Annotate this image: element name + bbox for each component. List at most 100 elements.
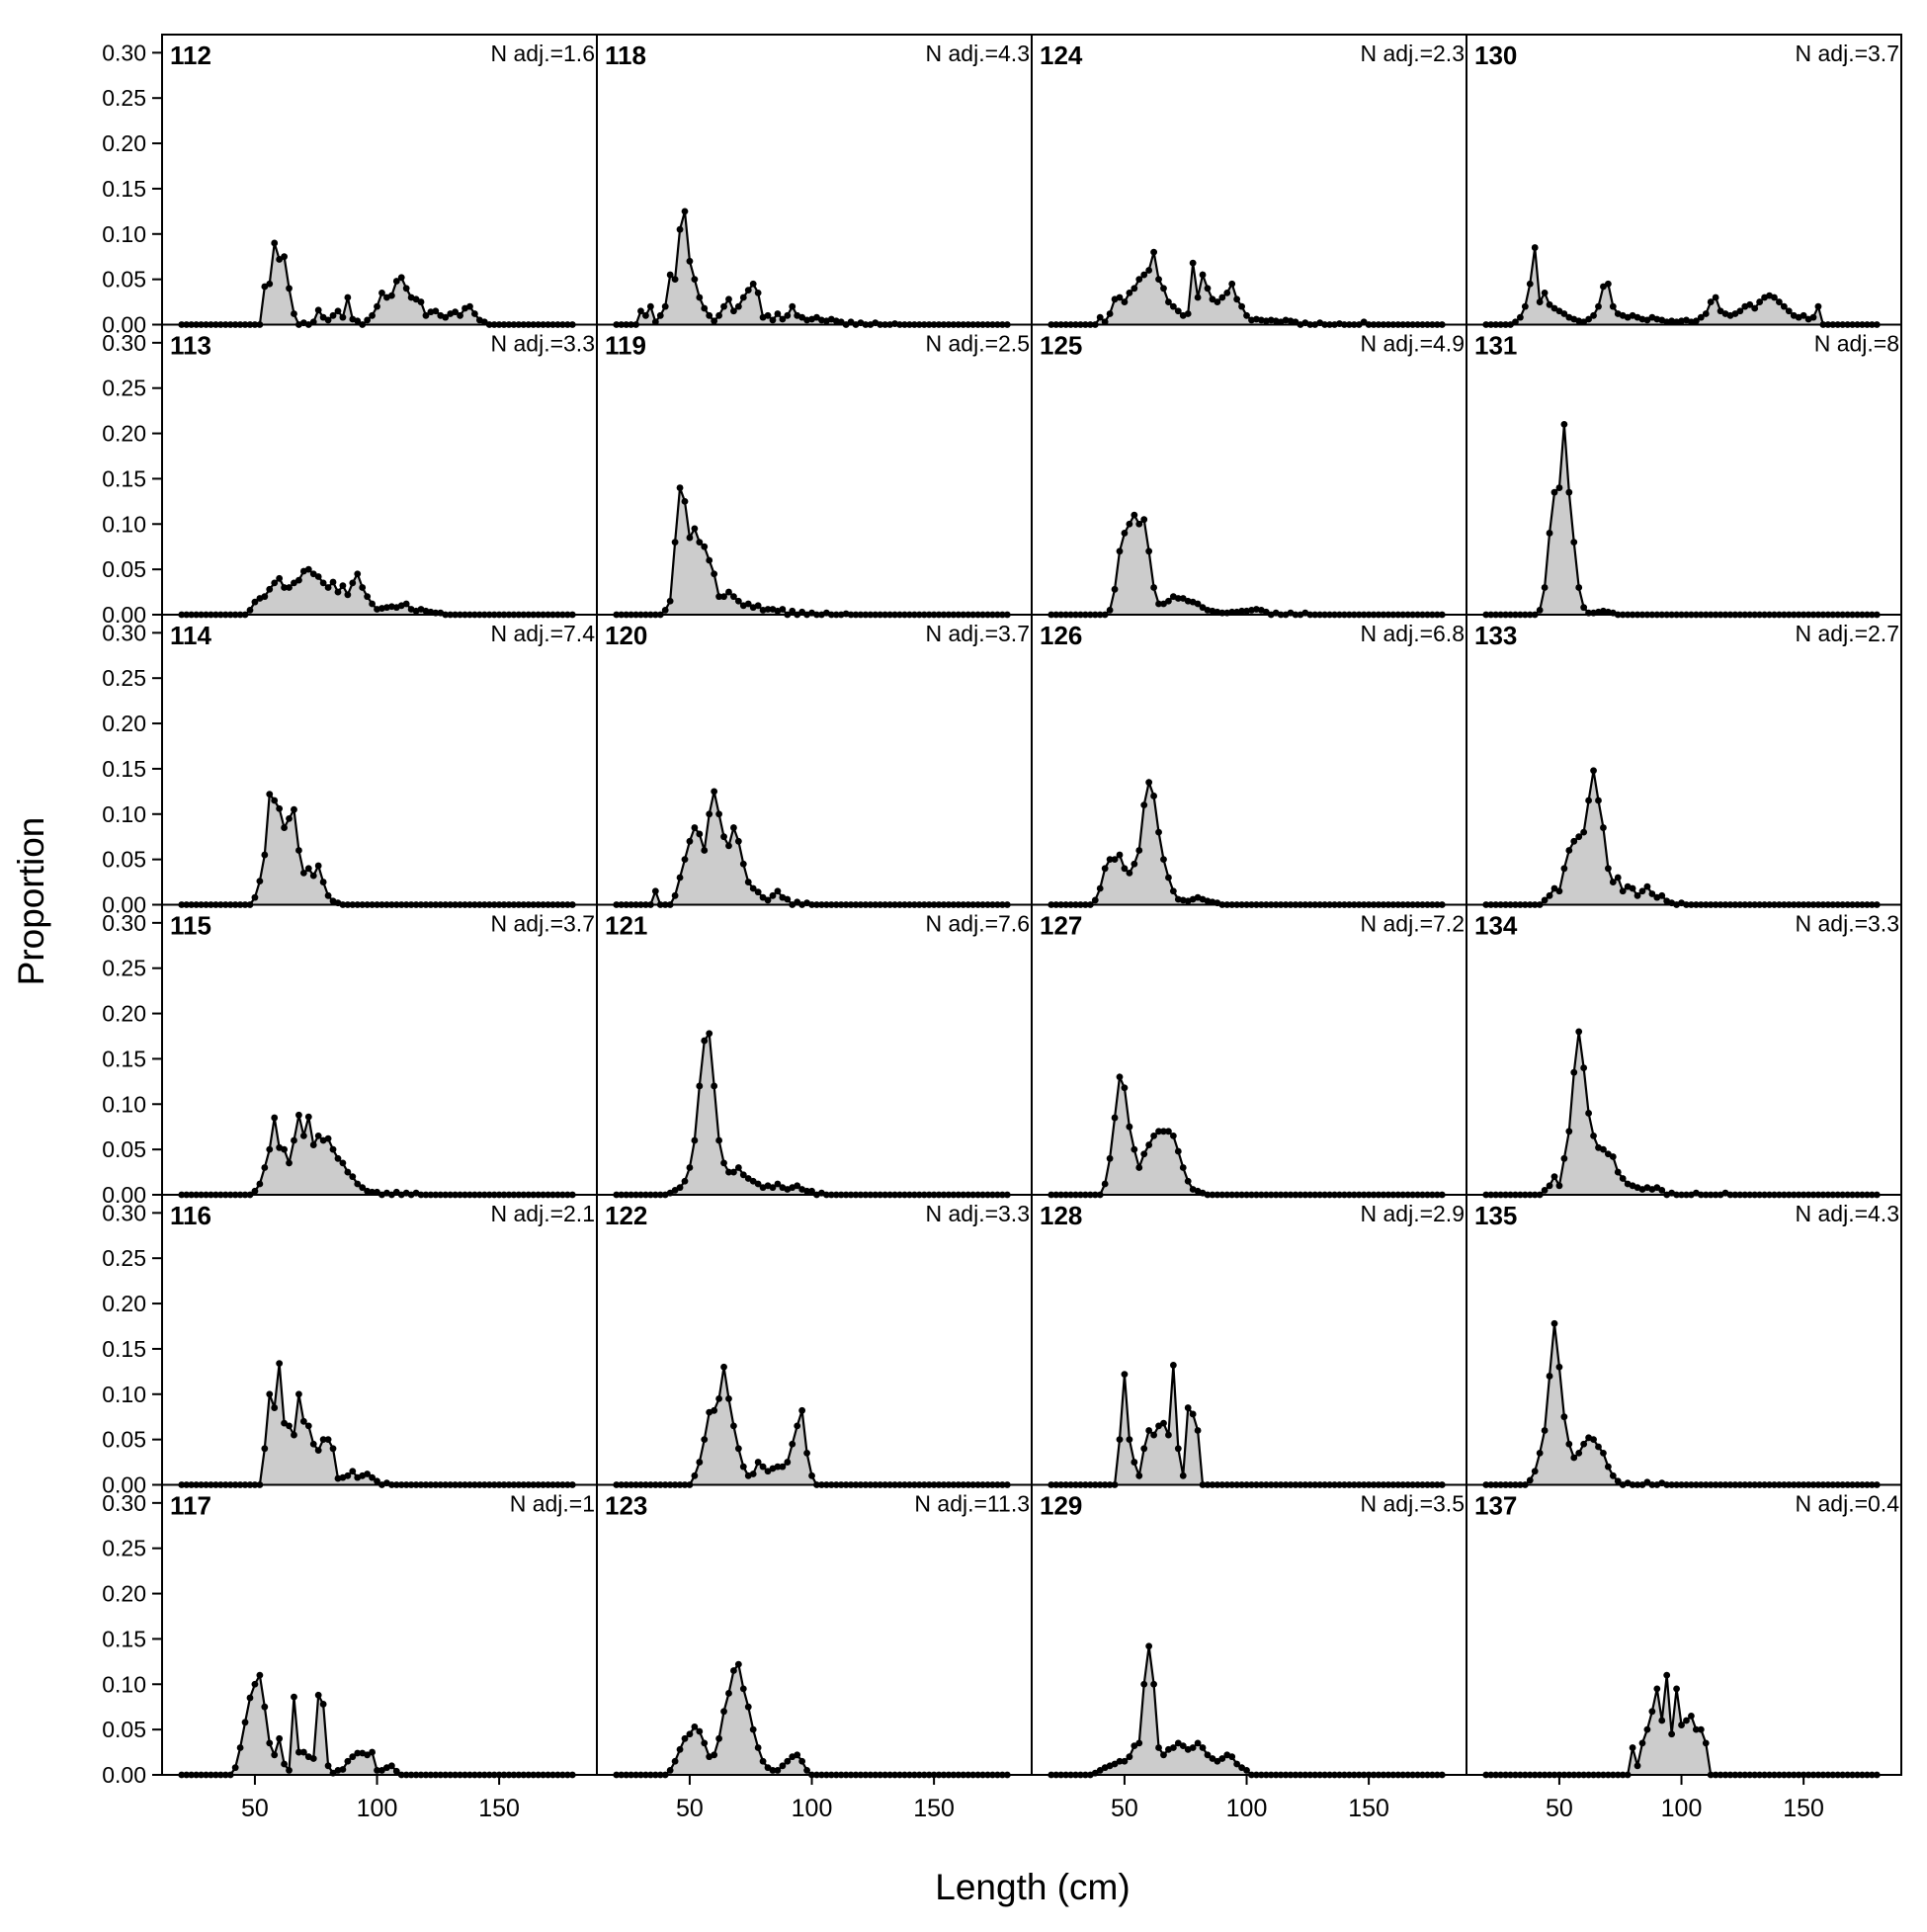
data-point bbox=[1091, 896, 1099, 904]
data-point bbox=[1243, 1767, 1250, 1774]
data-point bbox=[1145, 1427, 1153, 1434]
series-line bbox=[1485, 770, 1878, 906]
data-point bbox=[334, 307, 342, 315]
data-point bbox=[1199, 604, 1207, 612]
series-line bbox=[1050, 1645, 1443, 1777]
data-point bbox=[1214, 298, 1221, 305]
area-fill bbox=[1485, 1323, 1878, 1485]
data-point bbox=[1702, 310, 1710, 317]
data-point bbox=[378, 290, 385, 296]
y-tick-label: 0.15 bbox=[102, 1336, 146, 1362]
y-tick-label: 0.20 bbox=[102, 1581, 146, 1607]
data-point bbox=[798, 1406, 806, 1414]
data-point bbox=[749, 1725, 757, 1733]
y-tick-label: 0.30 bbox=[102, 1200, 146, 1225]
data-point bbox=[681, 497, 689, 505]
data-point bbox=[676, 1745, 684, 1753]
data-point bbox=[715, 1394, 722, 1402]
data-point bbox=[339, 1159, 347, 1167]
data-point bbox=[402, 600, 410, 608]
panel-124: 124 N adj.=2.3 bbox=[1040, 41, 1465, 328]
panel-id-label: 122 bbox=[605, 1201, 647, 1230]
y-tick-label: 0.30 bbox=[102, 1490, 146, 1516]
y-tick-label: 0.00 bbox=[102, 312, 146, 338]
x-axis-title: Length (cm) bbox=[935, 1867, 1130, 1907]
series-line bbox=[1485, 1031, 1878, 1197]
data-point bbox=[291, 579, 297, 587]
data-point bbox=[1516, 313, 1524, 321]
data-point bbox=[711, 788, 718, 796]
data-point bbox=[734, 1445, 742, 1453]
data-point bbox=[1756, 298, 1764, 305]
data-point bbox=[314, 573, 322, 580]
data-point bbox=[651, 318, 659, 326]
data-point bbox=[1546, 1182, 1553, 1190]
data-point bbox=[701, 304, 709, 312]
y-tick-label: 0.20 bbox=[102, 130, 146, 156]
data-point bbox=[1609, 1471, 1617, 1479]
y-tick-label: 0.05 bbox=[102, 847, 146, 873]
y-tick-label: 0.00 bbox=[102, 1762, 146, 1788]
data-point bbox=[681, 856, 689, 864]
data-point bbox=[744, 600, 752, 608]
data-point bbox=[1150, 1132, 1157, 1139]
data-point bbox=[691, 1136, 699, 1144]
data-point bbox=[1160, 1128, 1167, 1135]
data-point bbox=[1243, 311, 1250, 319]
data-point bbox=[1683, 1717, 1690, 1724]
data-point bbox=[671, 276, 679, 284]
data-point bbox=[730, 1422, 737, 1430]
data-point bbox=[1546, 1373, 1553, 1380]
data-point bbox=[1575, 833, 1583, 841]
data-point bbox=[246, 1694, 254, 1702]
data-point bbox=[1634, 1762, 1641, 1770]
area-fill bbox=[616, 210, 1008, 325]
n-adj-label: N adj.=2.9 bbox=[1361, 1201, 1466, 1226]
data-point bbox=[295, 1748, 302, 1756]
x-tick-label: 50 bbox=[676, 1795, 704, 1822]
series-line bbox=[1050, 512, 1443, 617]
data-point bbox=[1580, 318, 1588, 326]
data-point bbox=[1600, 824, 1607, 831]
data-point bbox=[754, 290, 762, 296]
data-point bbox=[1121, 1084, 1129, 1092]
data-point bbox=[1165, 1128, 1172, 1135]
n-adj-label: N adj.=7.6 bbox=[926, 911, 1031, 937]
panel-id-label: 119 bbox=[605, 331, 646, 361]
data-point bbox=[1629, 1744, 1636, 1751]
area-fill bbox=[181, 1363, 573, 1485]
data-point bbox=[1546, 300, 1553, 308]
data-point bbox=[1169, 1132, 1177, 1139]
x-tick-label: 150 bbox=[1783, 1795, 1824, 1822]
data-point bbox=[1658, 1187, 1666, 1194]
data-point bbox=[374, 1188, 380, 1196]
data-point bbox=[364, 316, 372, 324]
data-point bbox=[754, 1180, 762, 1188]
data-point bbox=[471, 310, 478, 317]
data-point bbox=[1570, 1068, 1578, 1076]
data-point bbox=[304, 1422, 312, 1430]
data-point bbox=[676, 1184, 684, 1192]
panel-id-label: 114 bbox=[170, 621, 211, 650]
data-point bbox=[1116, 294, 1124, 301]
data-point bbox=[1189, 259, 1197, 267]
data-point bbox=[349, 1753, 357, 1761]
data-point bbox=[349, 579, 357, 587]
data-point bbox=[246, 607, 254, 614]
area-fill bbox=[1050, 1645, 1443, 1775]
series-line bbox=[181, 791, 573, 906]
data-point bbox=[764, 311, 772, 319]
n-adj-label: N adj.=1.6 bbox=[491, 41, 596, 66]
panel-borders bbox=[161, 34, 1902, 1776]
data-point bbox=[281, 1145, 288, 1153]
data-point bbox=[1135, 1471, 1143, 1479]
data-point bbox=[402, 285, 410, 293]
n-adj-label: N adj.=1 bbox=[510, 1491, 595, 1517]
data-point bbox=[1580, 1064, 1588, 1071]
data-point bbox=[1638, 887, 1646, 895]
data-point bbox=[329, 311, 337, 319]
y-tick-label: 0.10 bbox=[102, 801, 146, 827]
y-axis-title: Proportion bbox=[11, 817, 51, 986]
data-point bbox=[1174, 1739, 1182, 1747]
data-point bbox=[291, 1693, 297, 1701]
